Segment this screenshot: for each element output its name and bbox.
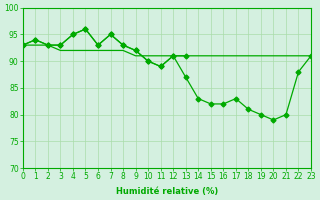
X-axis label: Humidité relative (%): Humidité relative (%) — [116, 187, 218, 196]
